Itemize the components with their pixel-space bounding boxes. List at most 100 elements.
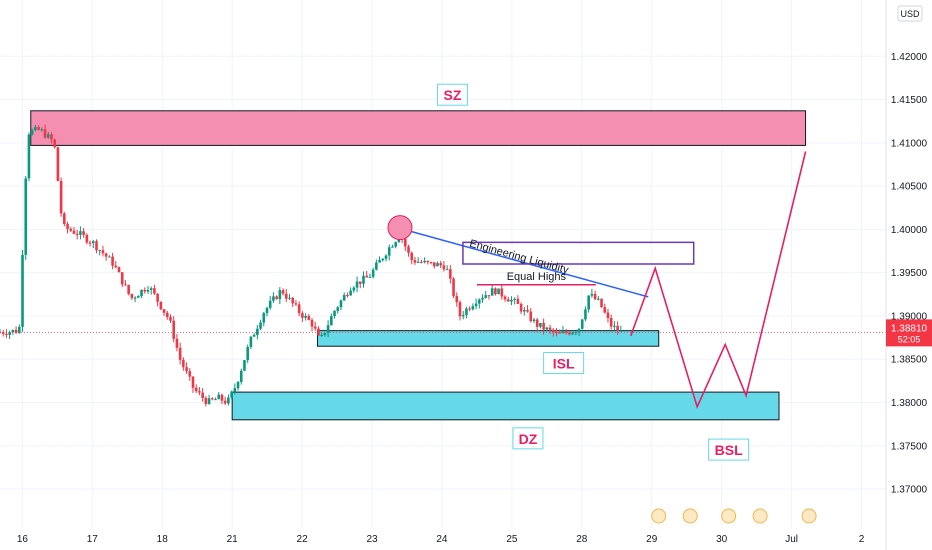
candle-body [140, 289, 143, 297]
candle-body [275, 296, 278, 300]
candle-body [194, 387, 198, 392]
economic-event-icon [651, 508, 667, 524]
candle-body [288, 297, 291, 299]
y-axis: 1.42000 1.41500 1.41000 1.40500 1.40000 1.395… [885, 0, 928, 550]
candle-body [426, 260, 430, 263]
candle-body [56, 147, 60, 181]
candle-body [365, 275, 369, 278]
candle-body [487, 295, 491, 297]
candle-body [11, 329, 15, 333]
candle-body [355, 281, 359, 288]
candle-body [603, 307, 607, 313]
candle-body [500, 288, 504, 297]
candle-body [223, 400, 227, 404]
candle-body [130, 293, 134, 299]
candle-body [146, 289, 150, 292]
zone-dz [231, 391, 780, 421]
candle-body [506, 299, 510, 302]
candle-body [445, 269, 449, 271]
projection-layer [630, 151, 807, 410]
current-price-tag: 1.38810 52:05 [886, 319, 932, 347]
candle-body [387, 247, 391, 256]
candle-body [37, 127, 40, 130]
candle-body [439, 263, 442, 266]
y-tick-label: 1.40000 [891, 225, 928, 236]
current-price: 1.38810 [891, 323, 928, 334]
candle-body [384, 255, 388, 259]
candle-body [162, 309, 166, 313]
bar-countdown: 52:05 [898, 334, 921, 344]
x-tick-label: 16 [17, 534, 29, 545]
candle-body [323, 332, 327, 335]
candle-body [404, 238, 407, 247]
economic-event-icon [682, 508, 698, 524]
zone-isl [316, 330, 660, 347]
candle-body [188, 371, 192, 377]
candle-body [600, 298, 603, 308]
candle-body [104, 253, 108, 257]
candle-body [468, 308, 471, 310]
candle-body [542, 322, 545, 330]
candle-body [53, 139, 56, 148]
candle-body [339, 300, 343, 308]
x-tick-label: 17 [87, 534, 99, 545]
x-tick-label: 23 [366, 534, 378, 545]
zone-sz [30, 110, 807, 146]
candle-body [481, 298, 484, 300]
candle-body [88, 242, 92, 244]
candle-body [326, 325, 330, 333]
candle-body [429, 262, 433, 264]
candle-body [455, 295, 459, 303]
candle-body [246, 346, 249, 361]
candle-body [535, 319, 539, 327]
candle-body [320, 334, 323, 336]
economic-event-icon [721, 508, 737, 524]
candle-body [432, 262, 436, 267]
candle-body [510, 299, 513, 302]
candle-body [490, 288, 494, 296]
economic-event-icon [752, 508, 768, 524]
y-tick-label: 1.42000 [891, 52, 928, 63]
currency-button[interactable]: USD [897, 5, 923, 22]
candle-body [619, 330, 623, 332]
candle-body [239, 370, 243, 382]
y-tick-label: 1.40500 [891, 182, 928, 193]
candle-body [291, 297, 295, 304]
candle-body [159, 301, 163, 310]
candle-body [551, 329, 555, 333]
candle-body [545, 327, 549, 330]
candle-body [204, 397, 208, 405]
candle-body [461, 315, 465, 317]
candle-body [120, 272, 124, 285]
candle-body [66, 224, 69, 229]
currency-label: USD [900, 9, 920, 19]
candle-body [101, 250, 105, 254]
y-tick-label: 1.39500 [891, 268, 928, 279]
candle-body [69, 228, 73, 231]
candle-body [523, 309, 526, 312]
x-tick-label: 30 [716, 534, 728, 545]
candle-body [278, 290, 282, 300]
candle-body [233, 388, 237, 392]
candle-body [420, 261, 423, 263]
candle-body [580, 319, 584, 329]
candle-body [584, 309, 587, 320]
candle-body [207, 398, 211, 405]
label-isl: ISL [553, 356, 575, 372]
candle-layer [0, 124, 623, 407]
candle-body [243, 360, 246, 371]
candle-body [294, 303, 298, 305]
candle-body [358, 281, 362, 284]
candle-body [117, 267, 121, 273]
candle-body [220, 394, 224, 401]
candle-body [75, 233, 79, 235]
candle-body [18, 326, 21, 333]
candle-body [597, 298, 600, 300]
candle-body [124, 284, 127, 286]
candle-body [165, 312, 169, 318]
x-axis: 16 17 18 21 22 23 24 25 28 29 30 Jul 2 [17, 534, 865, 545]
candle-body [497, 288, 500, 295]
zone-layer [30, 110, 807, 421]
candle-body [46, 134, 50, 138]
